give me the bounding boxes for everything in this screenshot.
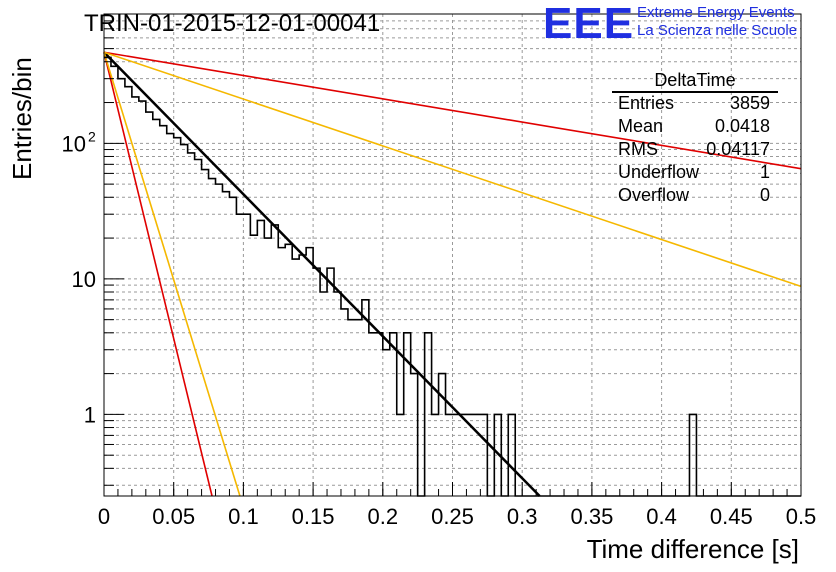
histogram-bin [257,220,264,496]
histogram-bin [125,87,132,496]
y-tick-exponent: 2 [88,128,96,144]
stats-key: Underflow [618,162,700,182]
histogram-bin [236,214,243,496]
histogram-bin [411,374,418,496]
histogram-bin [250,235,257,496]
y-axis-title: Entries/bin [7,57,37,180]
histogram-bin [439,374,446,496]
fit-curve [103,52,213,497]
stats-key: RMS [618,139,658,159]
histogram-bin [111,66,118,496]
histogram-bin [299,255,306,496]
x-tick-label: 0.35 [570,504,613,529]
histogram-bin [327,268,334,496]
histogram-bin [153,119,160,496]
x-tick-label: 0.5 [786,504,817,529]
histogram-bin [264,238,271,496]
stats-value: 3859 [729,93,770,113]
stats-value: 0.04117 [706,139,770,159]
stats-key: Overflow [618,185,690,205]
x-tick-label: 0.05 [152,504,195,529]
histogram-bin [313,268,320,496]
histogram-bin [146,112,153,496]
x-tick-label: 0.2 [368,504,399,529]
stats-title: DeltaTime [654,70,736,90]
stats-box: DeltaTime Entries 3859 Mean 0.0418 RMS 0… [612,70,778,210]
histogram-bin [160,126,167,496]
x-tick-label: 0.15 [292,504,335,529]
logo-line-1: Extreme Energy Events [637,4,795,21]
histogram-bin [243,214,250,496]
histogram-bin [355,320,362,496]
y-tick-label: 10 [72,267,96,292]
chart-title: TRIN-01-2015-12-01-00041 [84,10,381,37]
stats-key: Entries [618,93,675,113]
stats-value: 0.0418 [714,116,770,136]
x-axis-title: Time difference [s] [587,534,799,564]
x-tick-label: 0.25 [431,504,474,529]
axis-ticks [103,13,802,496]
x-tick-label: 0.4 [646,504,677,529]
fit-curve [103,51,541,497]
fit-curve [103,52,241,497]
fit-curve [103,51,802,170]
stats-value: 0 [759,185,770,205]
stats-divider [612,91,778,93]
histogram-bin [348,320,355,496]
x-tick-label: 0 [98,504,110,529]
histogram-bin [139,101,146,496]
histogram-bin [292,259,299,496]
histogram-bin [174,138,181,496]
histogram-bin [383,350,390,496]
histogram-bin [285,244,292,496]
x-tick-label: 0.1 [228,504,259,529]
fit-curve [103,51,802,288]
logo-line-2: La Scienza nelle Scuole [637,22,798,39]
x-tick-label: 0.3 [507,504,538,529]
y-tick-label: 10 [62,131,86,156]
eee-logo: EEE [543,0,635,48]
histogram-bin [216,184,223,496]
histogram-bin [362,300,369,496]
histogram-bin [229,197,236,496]
axis-tick-labels: 0 0.05 0.1 0.15 0.2 0.25 0.3 0.35 0.4 0.45 0.51101… [62,128,817,529]
histogram-bin [320,292,327,496]
stats-key: Mean [618,116,664,136]
stats-value: 1 [759,162,770,182]
x-tick-label: 0.45 [710,504,753,529]
histogram-bin [334,292,341,496]
fit-curves [103,51,802,497]
y-tick-label: 1 [84,402,96,427]
histogram-bin [118,79,125,496]
histogram-bin [209,179,216,496]
histogram-bin [104,57,111,496]
